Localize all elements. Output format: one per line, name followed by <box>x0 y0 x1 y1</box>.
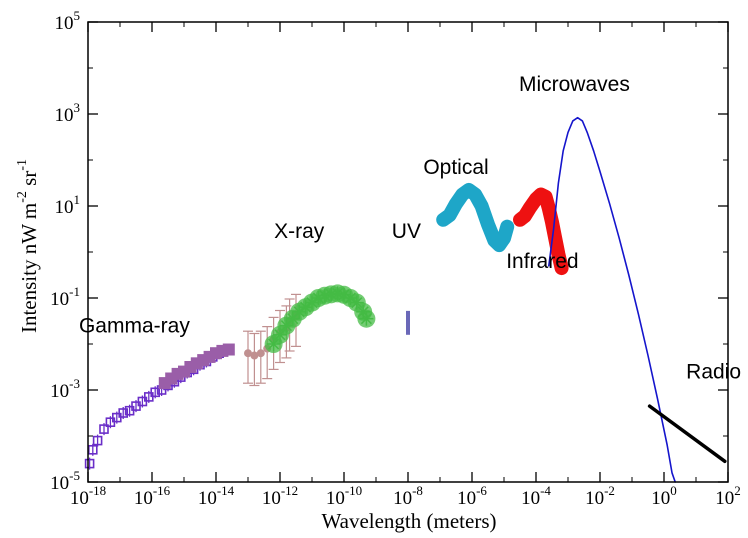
annotation-xray: X-ray <box>274 220 325 243</box>
y-tick-label-base: 10 <box>55 197 74 218</box>
x-tick-label-exp: -4 <box>540 483 551 498</box>
x-tick-label-base: 10 <box>262 488 281 509</box>
ticks-layer: 10-18 10-16 10-14 10-12 10-10 10-8 10-6 10-4 10-… <box>50 8 741 509</box>
x-tick-label: 10-12 <box>262 483 298 509</box>
annotation-gamma: Gamma-ray <box>79 315 190 338</box>
x-axis-label: Wavelength (meters) <box>322 509 497 533</box>
y-tick-label: 103 <box>55 100 81 126</box>
x-tick-label: 10-16 <box>134 483 171 509</box>
series-radio <box>647 404 727 464</box>
x-tick-label: 10-18 <box>70 483 106 509</box>
y-tick-label: 10-1 <box>50 284 80 310</box>
x-tick-label: 10-10 <box>326 483 362 509</box>
svg-text:Intensity nW m-2 sr-1: Intensity nW m-2 sr-1 <box>15 159 41 333</box>
y-axis-label-sup2: -1 <box>15 159 30 171</box>
series-xray-green <box>264 284 376 353</box>
series-optical <box>436 182 515 253</box>
y-tick-label-exp: 5 <box>74 8 81 23</box>
annotation-layer: Gamma-ray X-ray UV Optical Infrared Microwave… <box>79 73 741 384</box>
x-tick-label: 102 <box>715 483 741 509</box>
x-tick-label-exp: 0 <box>670 483 677 498</box>
annotation-radio: Radio <box>686 361 741 384</box>
plot-frame <box>87 21 729 483</box>
x-tick-label-exp: -18 <box>89 483 106 498</box>
data-point <box>360 313 372 325</box>
series-line <box>647 404 727 464</box>
x-tick-label-base: 10 <box>393 488 412 509</box>
data-point <box>92 435 103 446</box>
y-tick-label: 105 <box>55 8 81 34</box>
series-microwave <box>548 116 676 483</box>
y-tick-label-exp: 3 <box>74 100 81 115</box>
data-point <box>222 343 235 356</box>
x-tick-label: 10-8 <box>393 483 423 509</box>
x-tick-label-base: 10 <box>651 488 670 509</box>
y-tick-label-exp: -5 <box>69 468 80 483</box>
x-tick-label: 10-6 <box>457 483 487 509</box>
y-tick-label: 10-3 <box>50 376 80 402</box>
x-tick-label-base: 10 <box>521 488 540 509</box>
x-tick-label-base: 10 <box>457 488 476 509</box>
x-tick-label: 10-2 <box>585 483 615 509</box>
x-tick-label: 10-4 <box>521 483 551 509</box>
y-tick-label-base: 10 <box>55 13 74 34</box>
annotation-optical: Optical <box>423 156 488 179</box>
data-point <box>244 349 252 358</box>
y-tick-label: 10-5 <box>50 468 80 494</box>
y-axis-label: Intensity nW m-2 sr-1 <box>15 159 41 333</box>
annotation-microwaves: Microwaves <box>519 73 630 96</box>
x-tick-label-exp: -2 <box>604 483 615 498</box>
series-gamma-mauve <box>158 343 235 390</box>
y-axis-label-main: Intensity nW m <box>17 203 41 333</box>
y-tick-label-base: 10 <box>55 105 74 126</box>
y-tick-label: 101 <box>55 192 81 218</box>
data-layer <box>84 116 727 483</box>
series-line <box>436 182 515 253</box>
data-point <box>88 444 98 455</box>
y-tick-label-base: 10 <box>50 473 69 494</box>
data-point <box>99 424 109 434</box>
data-point <box>351 297 363 309</box>
y-tick-label-exp: 1 <box>74 192 81 207</box>
y-tick-label-exp: -3 <box>69 376 80 391</box>
x-tick-label-base: 10 <box>198 488 217 509</box>
x-tick-label: 10-14 <box>198 483 235 509</box>
x-tick-label-exp: 2 <box>734 483 741 498</box>
x-tick-label-exp: -16 <box>153 483 171 498</box>
data-point <box>150 387 160 398</box>
x-tick-label-exp: -14 <box>217 483 235 498</box>
annotation-infrared: Infrared <box>506 250 578 273</box>
x-tick-label-exp: -12 <box>281 483 298 498</box>
x-tick-label-base: 10 <box>134 488 153 509</box>
y-tick-label-exp: -1 <box>69 284 80 299</box>
x-tick-label-exp: -6 <box>476 483 487 498</box>
y-axis-label-sr: sr <box>17 171 41 191</box>
x-tick-label-base: 10 <box>715 488 734 509</box>
x-tick-label: 100 <box>651 483 677 509</box>
annotation-uv: UV <box>392 220 421 243</box>
series-line <box>513 187 569 276</box>
data-point <box>250 351 259 360</box>
y-axis-label-sup1: -2 <box>15 191 30 203</box>
series-line <box>548 116 676 483</box>
x-tick-label-base: 10 <box>585 488 604 509</box>
x-tick-label-exp: -8 <box>412 483 423 498</box>
x-tick-label-exp: -10 <box>345 483 362 498</box>
series-infrared <box>513 187 569 276</box>
y-tick-label-base: 10 <box>50 381 69 402</box>
data-point <box>256 349 265 358</box>
x-tick-label-base: 10 <box>326 488 345 509</box>
data-point <box>84 458 95 469</box>
data-point <box>118 408 128 418</box>
x-tick-label-base: 10 <box>70 488 89 509</box>
y-tick-label-base: 10 <box>50 289 69 310</box>
